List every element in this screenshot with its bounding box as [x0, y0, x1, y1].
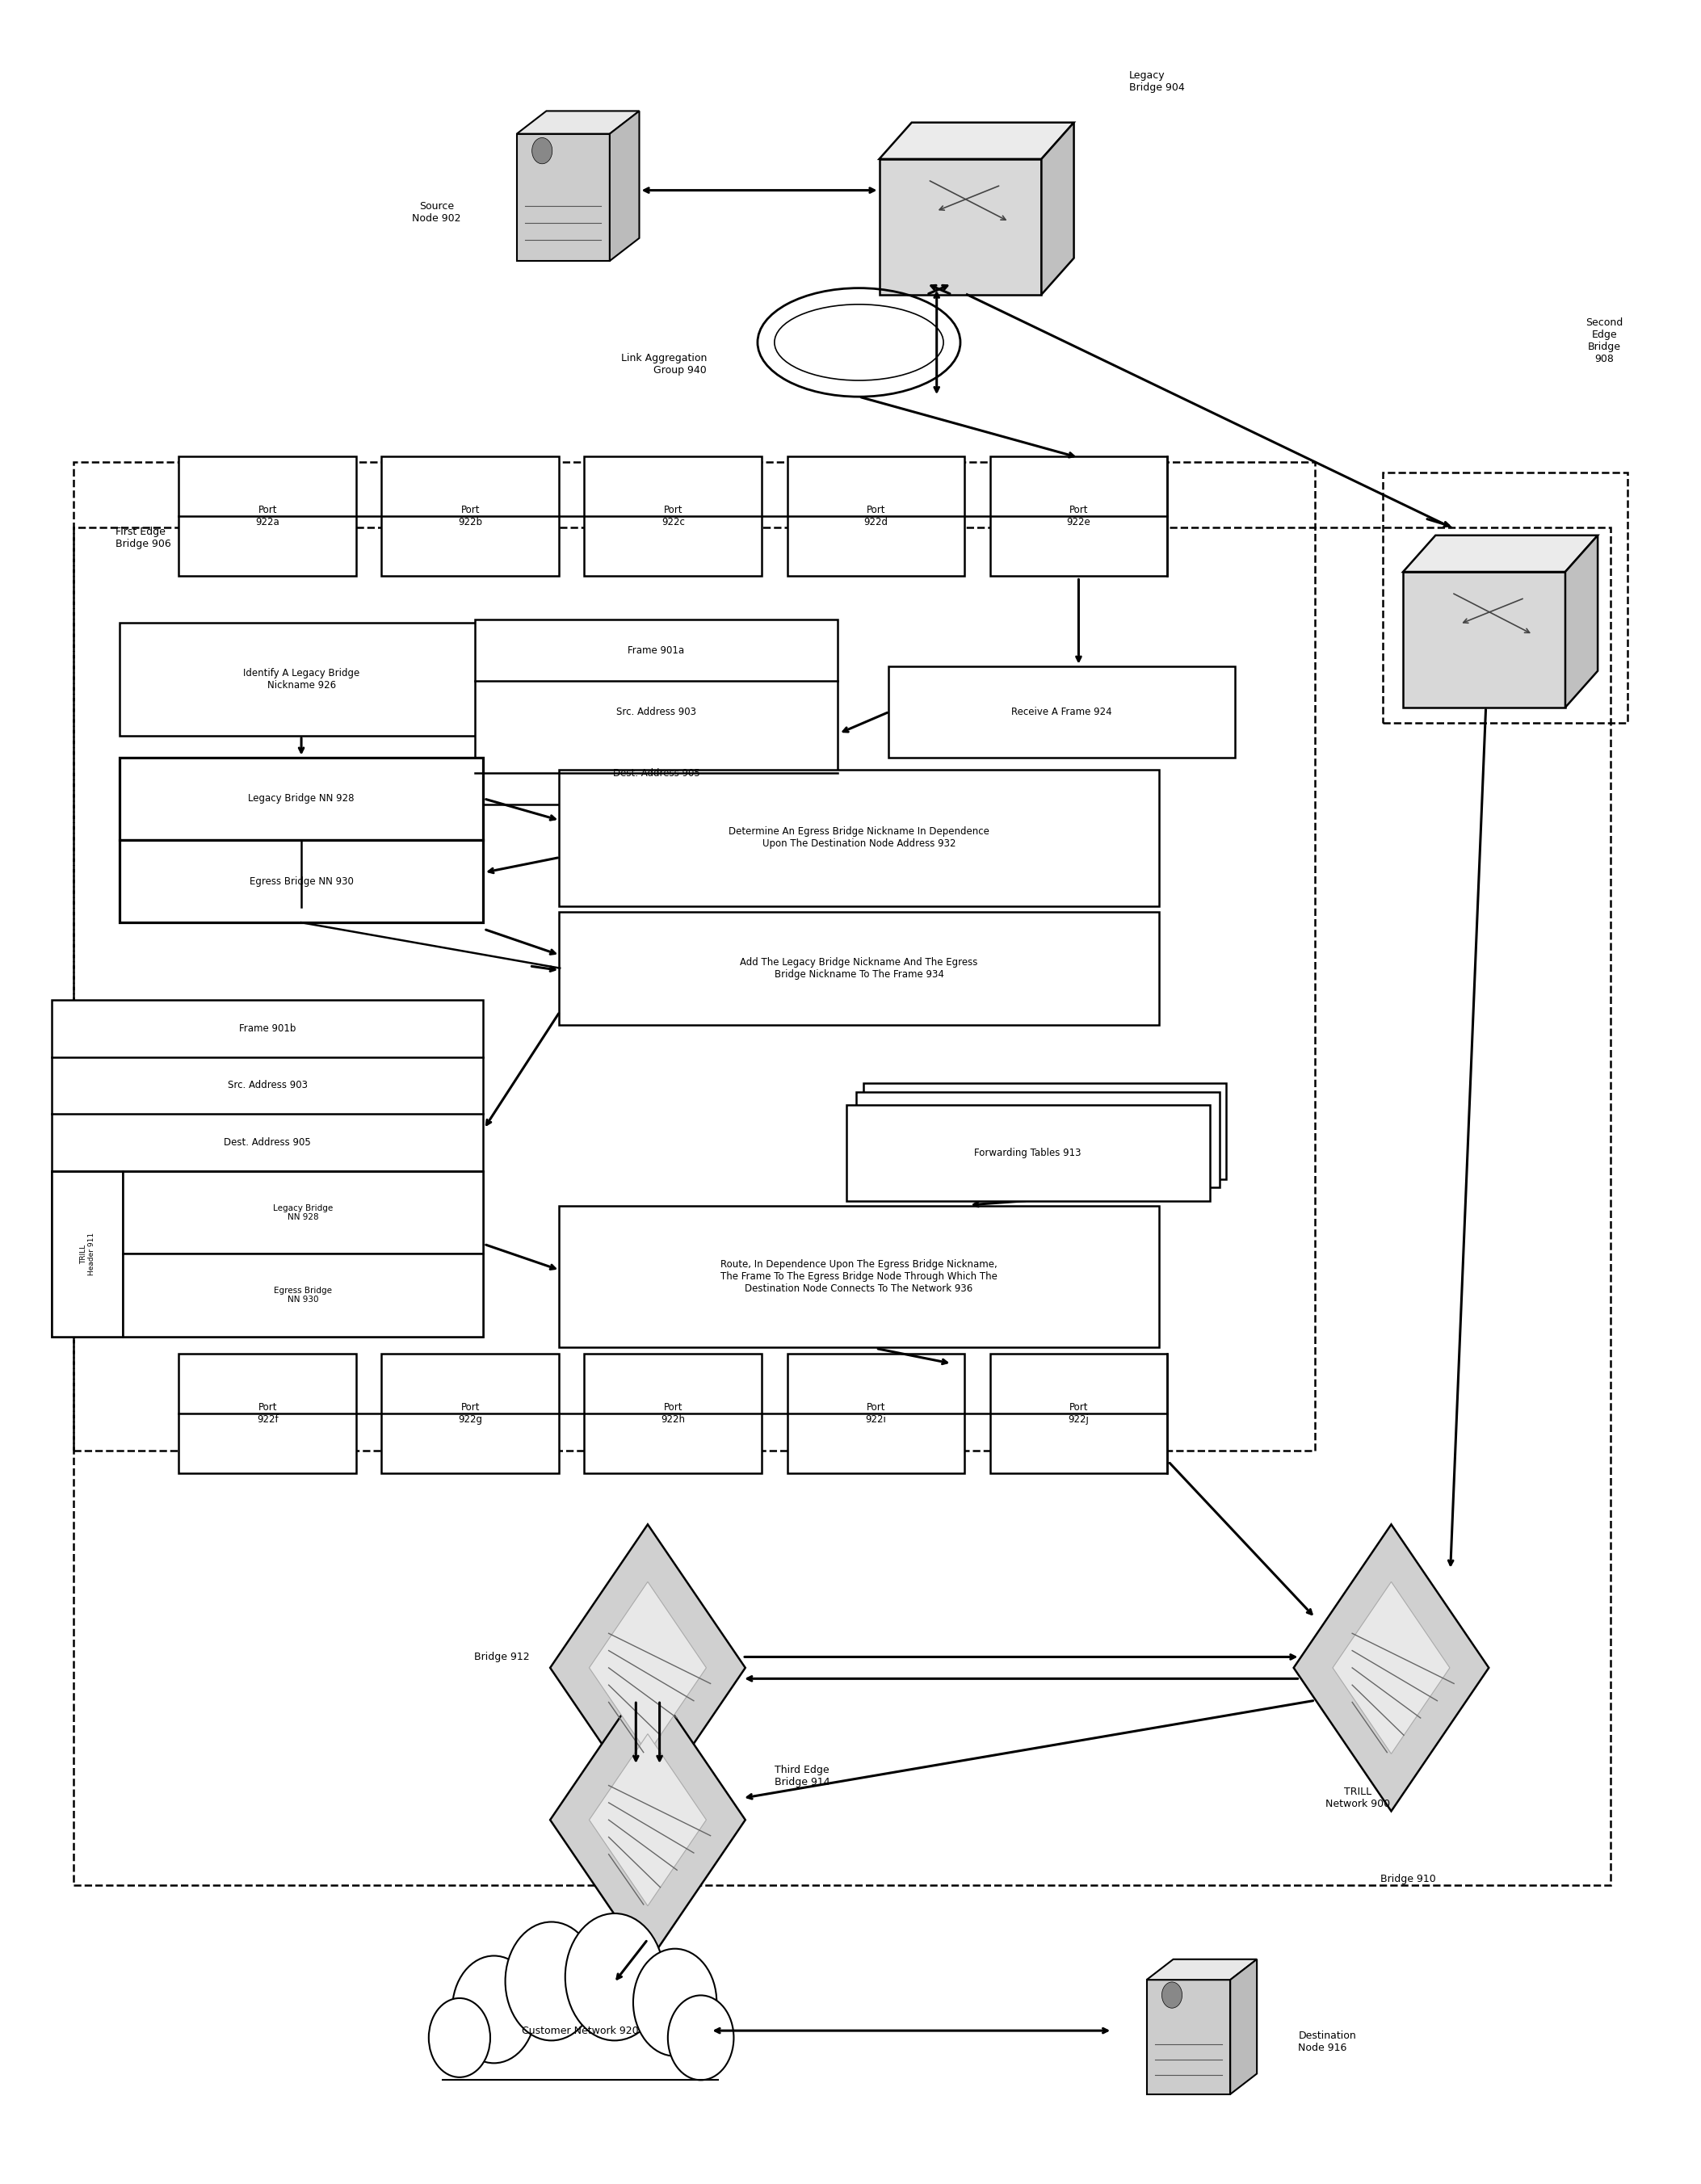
Text: First Edge
Bridge 906: First Edge Bridge 906: [116, 526, 172, 548]
Text: Add The Legacy Bridge Nickname And The Egress
Bridge Nickname To The Frame 934: Add The Legacy Bridge Nickname And The E…: [740, 957, 978, 978]
Polygon shape: [1403, 572, 1565, 708]
Text: Third Edge
Bridge 914: Third Edge Bridge 914: [774, 1765, 830, 1789]
Bar: [990, 1354, 1167, 1474]
Text: Source
Node 902: Source Node 902: [412, 201, 461, 223]
Bar: [1383, 472, 1628, 723]
Text: Identify A Legacy Bridge
Nickname 926: Identify A Legacy Bridge Nickname 926: [243, 668, 359, 690]
Text: Link Aggregation
Group 940: Link Aggregation Group 940: [621, 354, 708, 376]
Text: TRILL
Header 911: TRILL Header 911: [80, 1232, 95, 1275]
Bar: [122, 1171, 483, 1254]
Text: Port
922h: Port 922h: [662, 1402, 686, 1424]
Text: Port
922a: Port 922a: [255, 505, 279, 529]
Text: Receive A Frame 924: Receive A Frame 924: [1012, 705, 1112, 716]
Circle shape: [452, 1957, 536, 2064]
Bar: [585, 1354, 762, 1474]
Bar: [560, 911, 1158, 1024]
Circle shape: [565, 1913, 663, 2040]
Polygon shape: [1403, 535, 1597, 572]
Circle shape: [668, 1996, 733, 2079]
Bar: [990, 456, 1167, 577]
Text: Legacy Bridge
NN 928: Legacy Bridge NN 928: [274, 1203, 333, 1221]
Text: Customer Network 920: Customer Network 920: [522, 2025, 638, 2035]
Bar: [585, 456, 762, 577]
Bar: [560, 769, 1158, 906]
Bar: [381, 456, 560, 577]
Bar: [119, 622, 483, 736]
Polygon shape: [1146, 1981, 1230, 2094]
Bar: [119, 841, 483, 922]
Bar: [788, 456, 964, 577]
Text: Bridge 910: Bridge 910: [1381, 1874, 1436, 1885]
Circle shape: [633, 1948, 716, 2055]
Text: Port
922i: Port 922i: [866, 1402, 886, 1424]
Polygon shape: [1332, 1581, 1449, 1754]
Bar: [862, 1083, 1226, 1179]
Bar: [179, 456, 356, 577]
Text: Dest. Address 905: Dest. Address 905: [612, 769, 699, 778]
Text: Destination
Node 916: Destination Node 916: [1298, 2031, 1356, 2053]
Bar: [53, 1000, 483, 1337]
Bar: [73, 461, 1315, 1450]
Text: Legacy
Bridge 904: Legacy Bridge 904: [1129, 70, 1186, 94]
Circle shape: [505, 1922, 597, 2040]
Bar: [788, 1354, 964, 1474]
Bar: [73, 526, 1611, 1885]
Text: TRILL
Network 900: TRILL Network 900: [1325, 1787, 1390, 1811]
Polygon shape: [549, 1524, 745, 1811]
Bar: [475, 620, 839, 804]
Polygon shape: [517, 133, 609, 260]
Text: Route, In Dependence Upon The Egress Bridge Nickname,
The Frame To The Egress Br: Route, In Dependence Upon The Egress Bri…: [721, 1260, 997, 1295]
Text: Src. Address 903: Src. Address 903: [228, 1081, 308, 1090]
Text: Legacy Bridge NN 928: Legacy Bridge NN 928: [248, 793, 354, 804]
Polygon shape: [1146, 1959, 1257, 1981]
Polygon shape: [879, 122, 1073, 159]
Text: Src. Address 903: Src. Address 903: [616, 705, 696, 716]
Polygon shape: [549, 1677, 745, 1963]
Polygon shape: [517, 111, 640, 133]
Text: Port
922e: Port 922e: [1067, 505, 1090, 529]
Bar: [856, 1092, 1220, 1188]
Polygon shape: [879, 159, 1041, 295]
Circle shape: [532, 138, 553, 164]
Polygon shape: [1294, 1524, 1488, 1811]
Polygon shape: [1041, 122, 1073, 295]
Text: Determine An Egress Bridge Nickname In Dependence
Upon The Destination Node Addr: Determine An Egress Bridge Nickname In D…: [728, 826, 990, 850]
Bar: [179, 1354, 356, 1474]
Text: Port
922f: Port 922f: [257, 1402, 279, 1424]
Text: Bridge 912: Bridge 912: [475, 1651, 529, 1662]
Circle shape: [1162, 1983, 1182, 2007]
Circle shape: [429, 1998, 490, 2077]
Polygon shape: [1230, 1959, 1257, 2094]
Bar: [122, 1254, 483, 1337]
Bar: [847, 1105, 1209, 1201]
Text: Port
922d: Port 922d: [864, 505, 888, 529]
Text: Port
922c: Port 922c: [662, 505, 686, 529]
Text: Second
Edge
Bridge
908: Second Edge Bridge 908: [1585, 317, 1623, 365]
Bar: [888, 666, 1235, 758]
Text: Dest. Address 905: Dest. Address 905: [225, 1138, 311, 1149]
Bar: [119, 758, 483, 841]
Text: Egress Bridge
NN 930: Egress Bridge NN 930: [274, 1286, 332, 1304]
Bar: [560, 1206, 1158, 1348]
Polygon shape: [1565, 535, 1597, 708]
Text: Frame 901a: Frame 901a: [628, 644, 684, 655]
Bar: [53, 1171, 122, 1337]
Text: Egress Bridge NN 930: Egress Bridge NN 930: [250, 876, 354, 887]
Bar: [381, 1354, 560, 1474]
Polygon shape: [589, 1734, 706, 1907]
Text: Port
922g: Port 922g: [458, 1402, 483, 1424]
Text: Port
922j: Port 922j: [1068, 1402, 1089, 1424]
Text: Port
922b: Port 922b: [458, 505, 483, 529]
Polygon shape: [589, 1581, 706, 1754]
Bar: [437, 2025, 723, 2101]
Polygon shape: [609, 111, 640, 260]
Text: Frame 901b: Frame 901b: [240, 1022, 296, 1033]
Text: Forwarding Tables 913: Forwarding Tables 913: [975, 1147, 1082, 1158]
